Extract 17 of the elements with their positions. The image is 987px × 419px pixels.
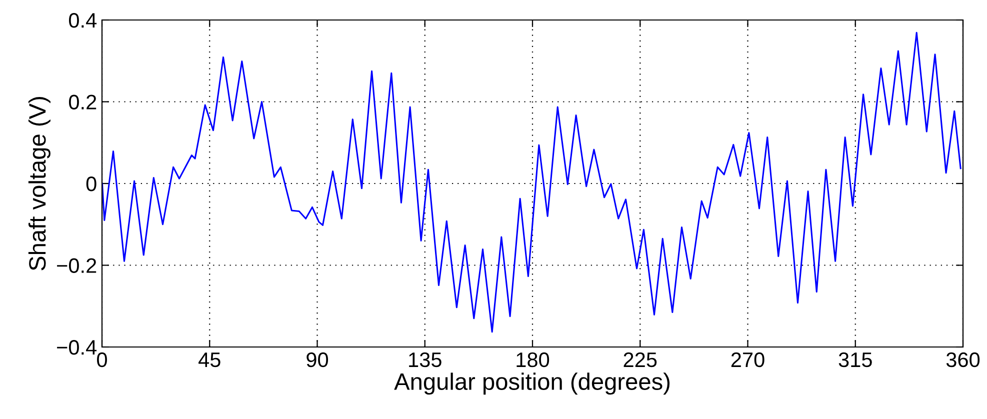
- x-tick-label: 180: [516, 352, 550, 368]
- x-tick-label: 315: [838, 352, 872, 368]
- y-tick-label: −0.2: [57, 258, 96, 274]
- line-series: [102, 32, 962, 333]
- y-tick-label: −0.4: [57, 340, 97, 355]
- x-tick-label: 225: [624, 352, 657, 368]
- x-tick-label: 135: [409, 352, 442, 368]
- y-tick-label: 0.2: [68, 94, 96, 110]
- x-tick-label: 360: [946, 352, 980, 368]
- y-axis-title: Shaft voltage (V): [28, 97, 50, 270]
- y-tick-label: 0: [86, 176, 96, 192]
- x-tick-label: 45: [198, 352, 220, 368]
- x-tick-label: 270: [731, 352, 764, 368]
- x-axis-title: Angular position (degrees): [394, 372, 670, 395]
- y-tick-label: 0.4: [68, 13, 97, 28]
- x-tick-label: 0: [97, 352, 107, 368]
- x-tick-label: 90: [306, 352, 328, 368]
